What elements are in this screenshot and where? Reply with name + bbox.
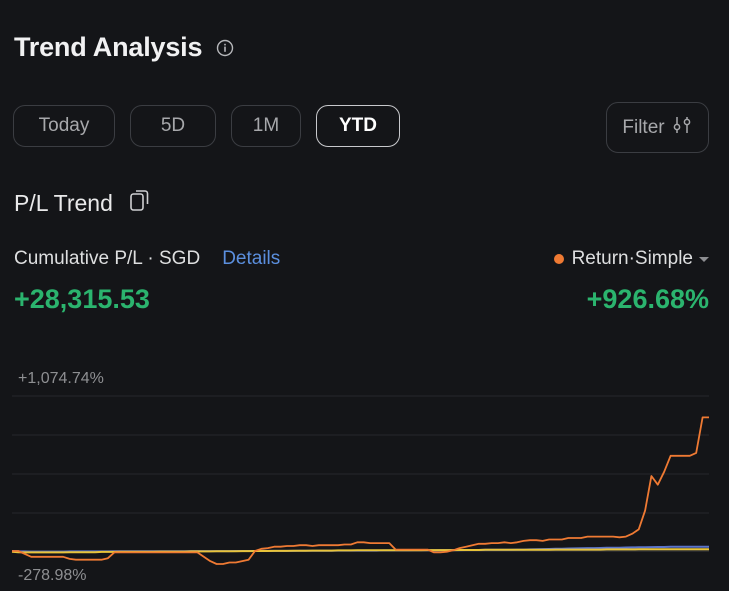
filter-button[interactable]: Filter [606,102,709,153]
info-icon[interactable] [216,39,234,57]
share-icon[interactable] [127,188,151,219]
tab-today[interactable]: Today [13,105,115,147]
details-link[interactable]: Details [222,248,281,269]
return-selector[interactable]: Return·Simple [553,248,709,270]
filter-label: Filter [622,116,665,138]
cumulative-pl-label: Cumulative P/L · SGD [14,248,201,269]
page-title: Trend Analysis [14,32,203,62]
pl-trend-header: P/L Trend [14,188,151,219]
period-tabs: Today 5D 1M YTD [13,105,400,147]
y-axis-bottom-label: -278.98% [18,567,87,584]
return-value: +926.68% [586,284,709,314]
yellow-series-line [11,548,709,554]
metric-row: Cumulative P/L · SGD Details Return·Simp… [14,248,709,270]
return-legend-dot [553,254,564,264]
sliders-icon [671,114,693,142]
cumulative-pl-value: +28,315.53 [14,284,150,314]
y-axis-top-label: +1,074.74% [18,370,104,387]
return-selector-label: Return·Simple [571,248,693,269]
tab-1m[interactable]: 1M [231,105,301,147]
title-row: Trend Analysis [14,32,234,63]
section-title: P/L Trend [14,190,113,216]
caret-down-icon [699,256,709,262]
blue-series-line [11,545,709,553]
return-series-line [12,416,709,565]
tab-ytd[interactable]: YTD [316,105,400,147]
tab-5d[interactable]: 5D [130,105,216,147]
